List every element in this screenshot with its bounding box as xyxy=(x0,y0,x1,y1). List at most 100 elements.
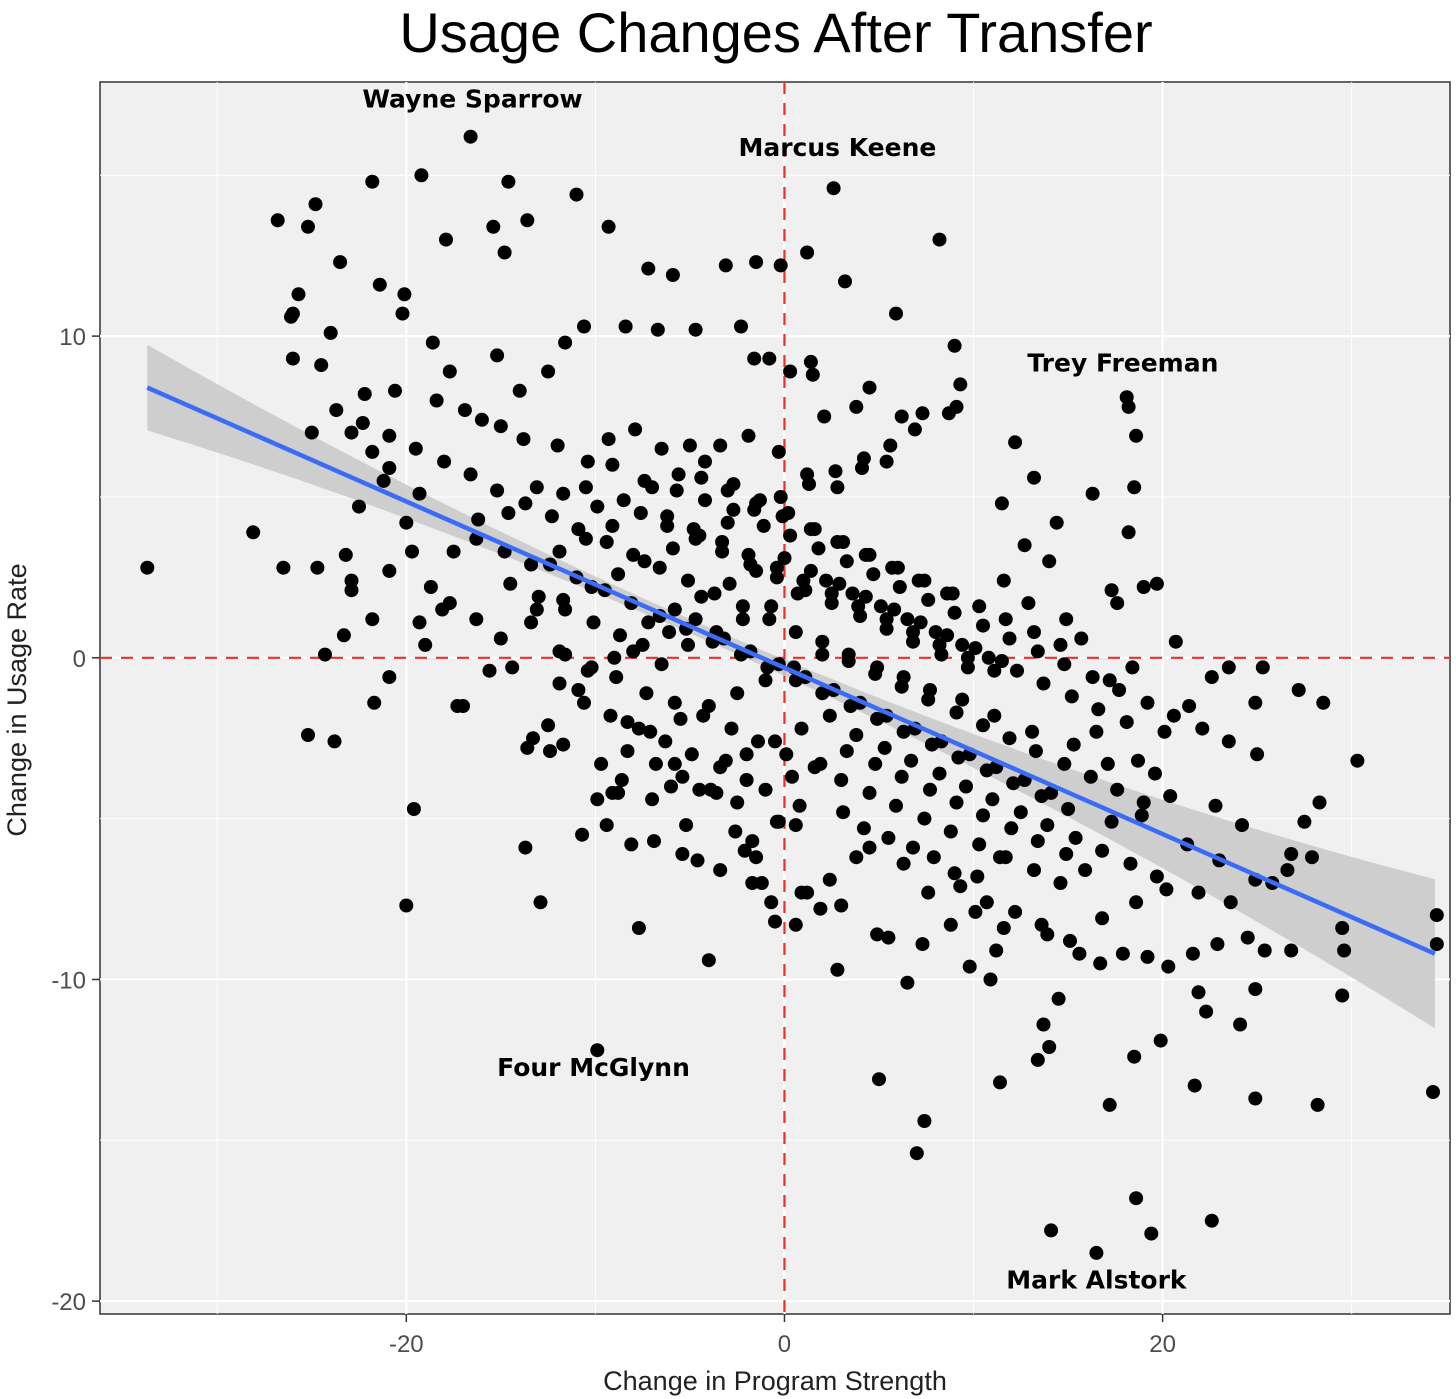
data-point xyxy=(344,425,359,440)
data-point xyxy=(824,596,839,611)
data-point xyxy=(849,399,864,414)
data-point xyxy=(813,756,828,771)
data-point xyxy=(605,518,620,533)
data-point xyxy=(456,699,470,713)
data-point xyxy=(998,612,1013,627)
point-label: Marcus Keene xyxy=(738,133,936,162)
data-point xyxy=(550,438,565,453)
data-point xyxy=(648,756,663,771)
data-point xyxy=(575,827,590,842)
data-point xyxy=(1250,747,1265,762)
data-point xyxy=(382,428,397,443)
data-point xyxy=(1017,538,1032,553)
plot-panel xyxy=(99,81,1451,1315)
data-point xyxy=(1191,885,1206,900)
data-point xyxy=(397,287,412,302)
data-point xyxy=(486,219,501,234)
data-point xyxy=(824,586,839,601)
data-point xyxy=(631,921,646,935)
data-point xyxy=(1257,943,1272,958)
point-annotations: Wayne Sparrow Marcus Keene Trey Freeman Fou… xyxy=(362,85,1218,1295)
data-point xyxy=(599,535,614,549)
data-point xyxy=(601,432,616,447)
data-point xyxy=(586,615,601,630)
data-point xyxy=(720,483,735,498)
data-point xyxy=(976,718,990,733)
y-tick-label: 10 xyxy=(59,324,86,351)
data-point xyxy=(344,583,359,598)
data-point xyxy=(503,576,518,591)
data-point xyxy=(783,364,798,379)
highlighted-point xyxy=(590,1043,605,1058)
data-point xyxy=(773,258,788,273)
data-point xyxy=(785,769,799,784)
data-point xyxy=(365,612,380,627)
point-label: Trey Freeman xyxy=(1027,349,1218,378)
data-point xyxy=(715,544,730,559)
data-point xyxy=(408,441,423,456)
data-point xyxy=(955,692,970,707)
data-point xyxy=(675,769,690,784)
data-point xyxy=(756,518,771,533)
data-point xyxy=(813,901,828,916)
data-point xyxy=(1140,949,1155,964)
data-point xyxy=(607,650,622,665)
data-point xyxy=(543,744,557,759)
data-point xyxy=(285,351,300,366)
data-point xyxy=(803,522,818,537)
data-point xyxy=(1191,985,1206,1000)
data-point xyxy=(1053,637,1068,652)
data-point xyxy=(1148,766,1162,781)
data-point xyxy=(429,393,444,408)
y-tick-label: -20 xyxy=(51,1289,86,1316)
data-point xyxy=(1036,676,1051,691)
data-point xyxy=(987,708,1002,723)
data-point xyxy=(556,737,571,752)
data-point xyxy=(751,734,765,749)
data-point xyxy=(1248,1091,1263,1106)
data-point xyxy=(688,531,703,546)
data-point xyxy=(671,467,686,482)
data-point xyxy=(841,654,856,668)
data-point xyxy=(960,660,975,675)
data-point xyxy=(658,734,673,749)
data-point xyxy=(482,663,497,678)
data-point xyxy=(815,647,830,662)
data-point xyxy=(664,779,678,794)
data-point xyxy=(140,560,155,575)
data-point xyxy=(1057,756,1072,771)
data-point xyxy=(968,641,983,656)
data-point xyxy=(323,325,338,340)
data-point xyxy=(308,197,323,212)
data-point xyxy=(817,409,832,424)
data-point xyxy=(609,670,624,685)
data-point xyxy=(1064,689,1079,704)
data-point xyxy=(1049,515,1064,530)
data-point xyxy=(943,824,958,839)
data-point xyxy=(943,917,958,932)
data-point xyxy=(1027,470,1041,485)
data-point xyxy=(947,605,962,620)
data-point xyxy=(962,959,977,974)
data-point xyxy=(1284,847,1299,861)
data-point xyxy=(643,724,658,739)
data-point xyxy=(1310,1097,1325,1112)
data-point xyxy=(1051,991,1066,1006)
data-point xyxy=(718,753,733,768)
data-point xyxy=(667,602,682,617)
data-point xyxy=(318,647,332,662)
data-point xyxy=(1204,670,1219,685)
data-point xyxy=(739,773,754,787)
data-point xyxy=(665,268,680,282)
data-point xyxy=(647,834,661,849)
data-point xyxy=(828,464,843,479)
data-point xyxy=(650,322,665,337)
data-point xyxy=(246,525,261,540)
data-point xyxy=(1091,702,1106,717)
data-point xyxy=(414,168,429,183)
data-point xyxy=(524,615,539,630)
data-point xyxy=(707,586,722,601)
data-point xyxy=(940,586,955,601)
data-point xyxy=(940,628,955,643)
data-point xyxy=(626,547,641,562)
